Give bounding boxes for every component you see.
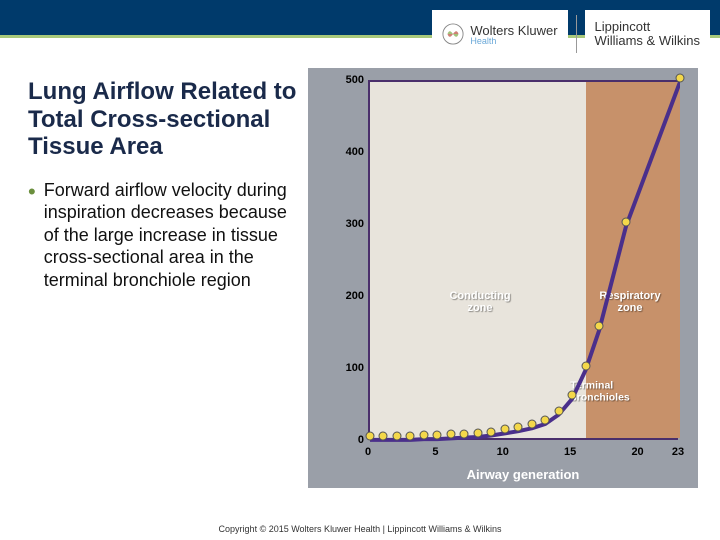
bullet-icon: • [28,181,36,292]
brand-wolters-kluwer: Wolters Kluwer Health [432,10,567,58]
data-point [595,322,604,331]
data-point [622,218,631,227]
header: Wolters Kluwer Health Lippincott William… [0,0,720,68]
curve-line [370,82,680,442]
data-point [581,362,590,371]
x-tick: 0 [365,446,371,458]
x-tick: 15 [564,446,576,458]
data-point [541,416,550,425]
data-point [366,431,375,440]
brand-divider [576,15,577,53]
x-tick: 20 [631,446,643,458]
y-tick: 0 [340,434,364,446]
y-tick: 100 [340,362,364,374]
data-point [676,74,685,83]
brand-container: Wolters Kluwer Health Lippincott William… [432,10,710,58]
data-point [419,431,428,440]
x-tick: 5 [432,446,438,458]
data-point [514,423,523,432]
data-point [568,390,577,399]
plot-area: Conductingzone Respiratoryzone Terminalb… [368,80,678,440]
content-row: Lung Airflow Related to Total Cross-sect… [0,68,720,492]
wk-logo-icon [442,23,464,45]
data-point [379,431,388,440]
brand2-line2: Williams & Wilkins [595,34,700,48]
data-point [392,431,401,440]
brand2-line1: Lippincott [595,20,700,34]
data-point [554,406,563,415]
data-point [406,431,415,440]
data-point [487,427,496,436]
data-point [473,428,482,437]
chart-column: Total cross-sectional area (cm²) Airway … [308,68,698,492]
x-tick: 10 [497,446,509,458]
data-point [527,420,536,429]
data-point [500,425,509,434]
brand-lippincott: Lippincott Williams & Wilkins [585,10,710,58]
bullet-item: • Forward airflow velocity during inspir… [28,179,298,292]
x-tick: 23 [672,446,684,458]
data-point [460,429,469,438]
data-point [446,430,455,439]
chart-frame: Total cross-sectional area (cm²) Airway … [308,68,698,488]
slide-title: Lung Airflow Related to Total Cross-sect… [28,78,298,161]
y-tick: 500 [340,74,364,86]
copyright-footer: Copyright © 2015 Wolters Kluwer Health |… [0,524,720,534]
y-tick: 300 [340,218,364,230]
data-point [433,431,442,440]
x-axis-label: Airway generation [368,467,678,482]
bullet-text: Forward airflow velocity during inspirat… [44,179,298,292]
y-tick: 200 [340,290,364,302]
y-tick: 400 [340,146,364,158]
text-column: Lung Airflow Related to Total Cross-sect… [28,68,308,492]
